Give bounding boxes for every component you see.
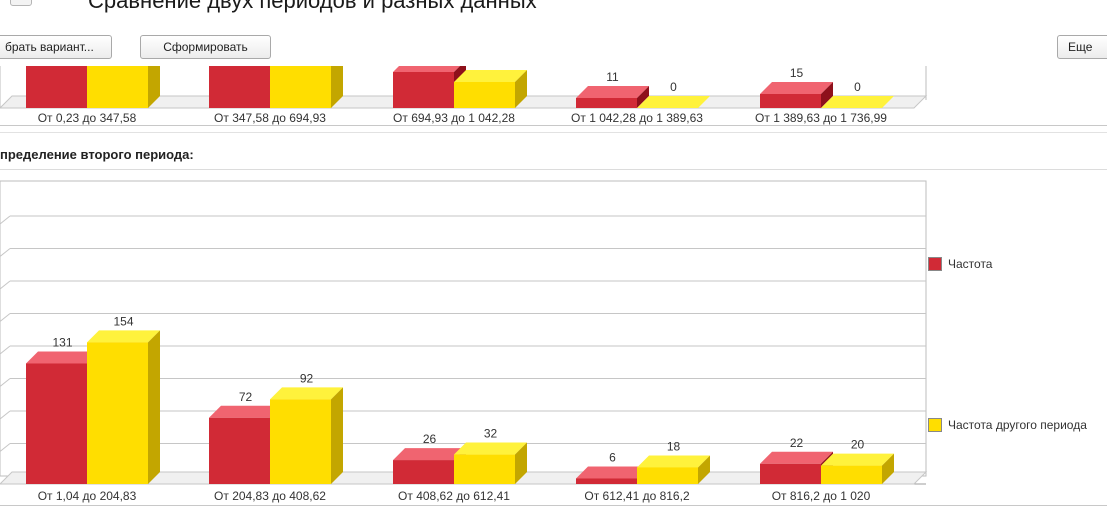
more-button[interactable]: Еще (1057, 35, 1107, 59)
bar-s2-5-top (821, 453, 894, 466)
gridline-depth (0, 280, 11, 290)
bottom-divider (0, 505, 1107, 506)
legend-swatch-yellow (928, 418, 942, 432)
bar-s1-5 (760, 463, 821, 484)
legend-label-frequency: Частота (948, 257, 993, 271)
bar-s2-2 (270, 399, 331, 484)
bar-s1-3-top (393, 448, 466, 461)
bar-s1-1 (26, 363, 87, 484)
gridline-depth (0, 345, 11, 355)
category-label-3: От 408,62 до 612,41 (398, 489, 510, 503)
category1-label-2: От 347,58 до 694,93 (214, 111, 326, 125)
bar-s2-5-side (882, 453, 894, 484)
bar-s2-4-side (698, 455, 710, 484)
data-label-s2-3: 32 (484, 427, 498, 441)
bar1-s1-3-top (393, 66, 460, 72)
bar1-s1-5-side (821, 82, 833, 108)
bar1-s2-5-top (821, 96, 894, 108)
category1-label-4: От 1 042,28 до 1 389,63 (571, 111, 703, 125)
bar1-s1-4-side (637, 86, 649, 108)
data-label-s1-3: 26 (423, 432, 437, 446)
bar1-s2-1-side (148, 66, 160, 108)
data-label-s2-2: 92 (300, 371, 314, 385)
bar-s2-3-side (515, 442, 527, 484)
section-title-second-period: пределение второго периода: (0, 147, 194, 162)
bar-s1-2-top (209, 405, 282, 418)
data-label-s1-2: 72 (239, 390, 253, 404)
bar1-s1-5-top (760, 82, 833, 94)
bar1-s1-5 (760, 94, 821, 108)
bar-s1-4-top (576, 466, 649, 479)
data1-label-s2-4: 0 (670, 80, 677, 94)
bar-s1-1-top (26, 351, 99, 364)
gridline-depth (0, 248, 11, 257)
choose-variant-button[interactable]: брать вариант... (0, 35, 112, 59)
section-divider-1 (0, 125, 1107, 126)
category-label-4: От 612,41 до 816,2 (584, 489, 690, 503)
chart-second-period: 131 154 От 1,04 до 204,83 72 92 От 204,83 до … (0, 180, 928, 503)
bar1-s2-1 (87, 66, 148, 108)
bar-s2-1-top (87, 330, 160, 343)
window-title: Сравнение двух периодов и разных данных (88, 0, 537, 13)
bar-s2-4 (637, 467, 698, 484)
data-label-s2-4: 18 (667, 439, 681, 453)
category1-label-3: От 694,93 до 1 042,28 (393, 111, 515, 125)
data1-label-s2-5: 0 (854, 80, 861, 94)
gridline-depth (0, 410, 11, 420)
bar1-s2-2-side (331, 66, 343, 108)
bar1-s1-4 (576, 98, 637, 108)
data-label-s2-1: 154 (113, 314, 133, 328)
bar1-s1-4-top (576, 86, 649, 98)
bar-s2-1-side (148, 330, 160, 484)
bar-s2-1 (87, 342, 148, 484)
legend-item-frequency: Частота (928, 257, 992, 271)
bar-s2-3 (454, 454, 515, 484)
bar-s2-3-top (454, 442, 527, 455)
category1-label-5: От 1 389,63 до 1 736,99 (755, 111, 887, 125)
generate-button[interactable]: Сформировать (140, 35, 271, 59)
bar1-s2-2 (270, 66, 331, 108)
bar-s1-5-top (760, 451, 833, 464)
gridline-depth (0, 378, 11, 387)
category1-label-1: От 0,23 до 347,58 (38, 111, 137, 125)
bar1-s2-3-top (454, 70, 527, 82)
section-title-underline (0, 169, 1107, 170)
bar1-s1-1 (26, 66, 87, 108)
bar1-s2-3-side (515, 70, 527, 108)
bar1-s1-2 (209, 66, 270, 108)
data-label-s2-5: 20 (851, 438, 865, 452)
data-label-s1-5: 22 (790, 436, 804, 450)
section-divider-2 (0, 132, 1107, 133)
bar-s2-2-side (331, 387, 343, 484)
top-left-control[interactable] (10, 0, 32, 6)
bar1-s1-3 (393, 72, 454, 108)
legend-swatch-red (928, 257, 942, 271)
data-label-s1-1: 131 (52, 335, 72, 349)
bar1-s2-3 (454, 82, 515, 108)
gridline-depth (0, 313, 11, 322)
chart-first-period: От 0,23 до 347,58 От 347,58 до 694,93 От 6… (0, 66, 928, 125)
bar-s2-4-top (637, 455, 710, 468)
bar-s1-3 (393, 460, 454, 484)
category-label-1: От 1,04 до 204,83 (38, 489, 137, 503)
bar-s2-5 (821, 465, 882, 484)
category-label-5: От 816,2 до 1 020 (772, 489, 871, 503)
legend-label-other-period: Частота другого периода (948, 418, 1087, 432)
bar-s2-2-top (270, 387, 343, 400)
bar-s1-4 (576, 478, 637, 484)
legend-item-other-period: Частота другого периода (928, 418, 1087, 432)
bar1-s2-4-top (637, 96, 710, 108)
gridline-depth (0, 215, 11, 225)
gridline-depth (0, 443, 11, 452)
bar-s1-2 (209, 417, 270, 484)
data-label-s1-4: 6 (609, 450, 616, 464)
data1-label-s1-4: 11 (606, 70, 619, 84)
data1-label-s1-5: 15 (790, 66, 804, 80)
category-label-2: От 204,83 до 408,62 (214, 489, 326, 503)
